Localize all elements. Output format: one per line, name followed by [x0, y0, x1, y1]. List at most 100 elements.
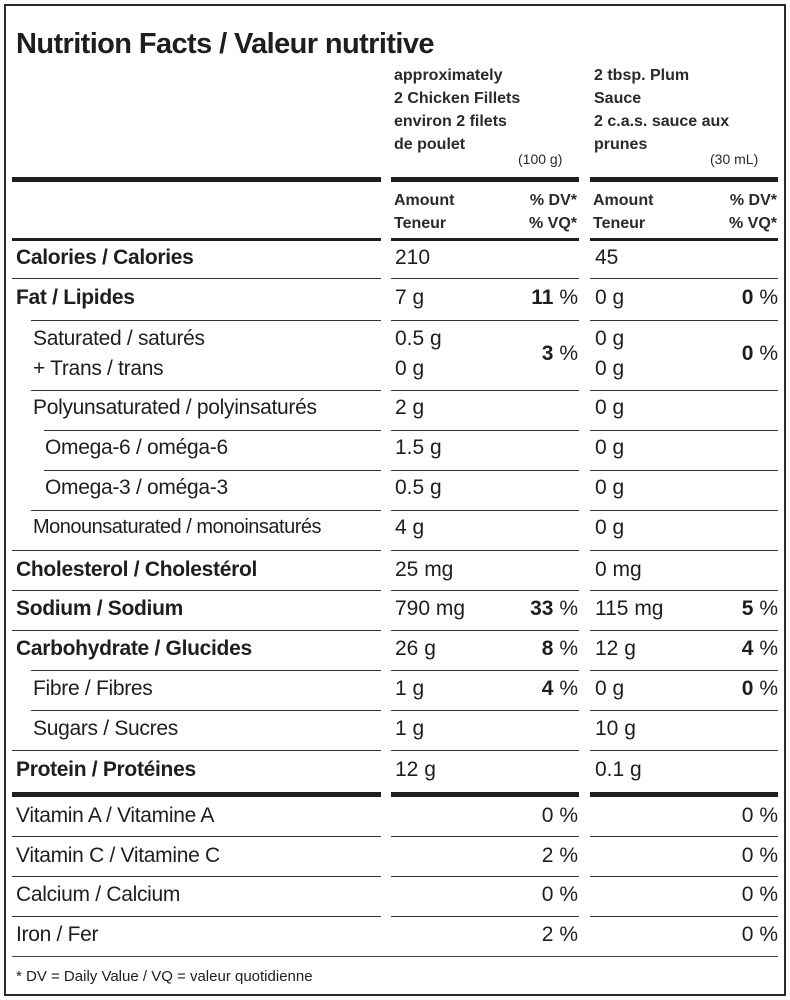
amount-sauce-mono: 0 g	[595, 516, 625, 539]
row-divider	[391, 510, 579, 511]
dv-sauce-vitamin-c: 0 %	[741, 844, 778, 867]
row-divider	[590, 836, 778, 837]
amount-sauce-poly: 0 g	[595, 396, 625, 419]
row-divider	[12, 550, 381, 551]
label-title: Nutrition Facts / Valeur nutritive	[16, 28, 435, 60]
row-divider	[590, 750, 778, 751]
rule-thick	[590, 792, 778, 797]
amount-sauce-sodium: 115 mg	[595, 597, 664, 620]
amount-chicken-fibre: 1 g	[395, 677, 425, 700]
amount-sauce-trans: 0 g	[595, 357, 625, 380]
dv-header-sauce: % DV* % VQ*	[728, 192, 777, 232]
nutrient-vitamin-a: Vitamin A / Vitamine A	[16, 804, 215, 827]
rule-thick	[12, 792, 381, 797]
serving-weight-chicken: (100 g)	[518, 151, 563, 167]
footnote: * DV = Daily Value / VQ = valeur quotidi…	[16, 968, 313, 985]
row-divider	[590, 916, 778, 917]
dv-chicken-sat-trans: 3 %	[541, 342, 578, 365]
row-divider	[391, 390, 579, 391]
row-divider	[391, 630, 579, 631]
nutrient-monounsaturated: Monounsaturated / monoinsaturés	[33, 516, 322, 538]
row-divider	[590, 550, 778, 551]
nutrient-cholesterol: Cholesterol / Cholestérol	[16, 558, 258, 581]
row-divider	[391, 320, 579, 321]
dv-sauce-calcium: 0 %	[741, 883, 778, 906]
dv-sauce-sat-trans: 0 %	[741, 342, 778, 365]
row-divider	[391, 750, 579, 751]
rule-medium	[590, 238, 778, 241]
amount-sauce-fat: 0 g	[595, 286, 625, 309]
amount-chicken-calories: 210	[395, 246, 431, 269]
amount-chicken-trans: 0 g	[395, 357, 425, 380]
row-divider	[391, 430, 579, 431]
amount-chicken-chol: 25 mg	[395, 558, 454, 581]
row-divider	[12, 750, 381, 751]
amount-chicken-carb: 26 g	[395, 637, 436, 660]
dv-header-chicken: % DV* % VQ*	[528, 192, 577, 232]
amount-sauce-fibre: 0 g	[595, 677, 625, 700]
row-divider	[44, 470, 381, 471]
dv-chicken-vitamin-a: 0 %	[541, 804, 578, 827]
row-divider	[391, 876, 579, 877]
row-divider	[391, 710, 579, 711]
dv-sauce-carb: 4 %	[741, 637, 778, 660]
row-divider	[31, 390, 381, 391]
dv-sauce-iron: 0 %	[741, 923, 778, 946]
row-divider	[12, 836, 381, 837]
row-divider	[391, 836, 579, 837]
amount-sauce-carb: 12 g	[595, 637, 636, 660]
rule-thick	[590, 177, 778, 182]
amount-chicken-saturated: 0.5 g	[395, 327, 442, 350]
row-divider	[31, 320, 381, 321]
row-divider	[12, 630, 381, 631]
amount-header-chicken: Amount Teneur	[394, 192, 455, 232]
nutrient-sodium: Sodium / Sodium	[16, 597, 183, 620]
nutrient-fat: Fat / Lipides	[16, 286, 135, 309]
rule-thick	[391, 177, 579, 182]
rule-medium	[12, 238, 381, 241]
amount-chicken-omega3: 0.5 g	[395, 476, 442, 499]
dv-chicken-carb: 8 %	[541, 637, 578, 660]
nutrient-trans: + Trans / trans	[33, 357, 164, 380]
dv-chicken-iron: 2 %	[541, 923, 578, 946]
row-divider	[391, 470, 579, 471]
row-divider	[391, 550, 579, 551]
rule-thick	[12, 177, 381, 182]
row-divider	[44, 430, 381, 431]
amount-sauce-omega3: 0 g	[595, 476, 625, 499]
dv-chicken-fat: 11 %	[531, 286, 578, 309]
nutrient-vitamin-c: Vitamin C / Vitamine C	[16, 844, 220, 867]
row-divider	[590, 630, 778, 631]
amount-sauce-calories: 45	[595, 246, 619, 269]
serving-desc-chicken: approximately 2 Chicken Fillets environ …	[394, 67, 521, 153]
amount-chicken-omega6: 1.5 g	[395, 436, 442, 459]
rule-medium	[391, 238, 579, 241]
amount-sauce-omega6: 0 g	[595, 436, 625, 459]
amount-chicken-fat: 7 g	[395, 286, 425, 309]
row-divider	[590, 320, 778, 321]
amount-chicken-protein: 12 g	[395, 758, 436, 781]
row-divider	[31, 670, 381, 671]
row-divider	[590, 430, 778, 431]
row-divider	[31, 710, 381, 711]
row-divider	[391, 278, 579, 279]
nutrient-omega6: Omega-6 / oméga-6	[45, 436, 228, 459]
nutrient-sugars: Sugars / Sucres	[33, 717, 178, 740]
row-divider	[12, 916, 381, 917]
amount-chicken-mono: 4 g	[395, 516, 425, 539]
nutrient-calories: Calories / Calories	[16, 246, 194, 269]
amount-header-sauce: Amount Teneur	[593, 192, 654, 232]
nutrient-fibre: Fibre / Fibres	[33, 677, 153, 700]
dv-chicken-sodium: 33 %	[530, 597, 578, 620]
dv-chicken-fibre: 4 %	[541, 677, 578, 700]
amount-sauce-sugars: 10 g	[595, 717, 636, 740]
amount-chicken-sodium: 790 mg	[395, 597, 466, 620]
dv-sauce-vitamin-a: 0 %	[741, 804, 778, 827]
row-divider	[391, 916, 579, 917]
nutrient-saturated: Saturated / saturés	[33, 327, 205, 350]
amount-chicken-sugars: 1 g	[395, 717, 425, 740]
row-divider	[590, 670, 778, 671]
nutrient-protein: Protein / Protéines	[16, 758, 196, 781]
serving-weight-sauce: (30 mL)	[710, 151, 759, 167]
amount-sauce-protein: 0.1 g	[595, 758, 642, 781]
